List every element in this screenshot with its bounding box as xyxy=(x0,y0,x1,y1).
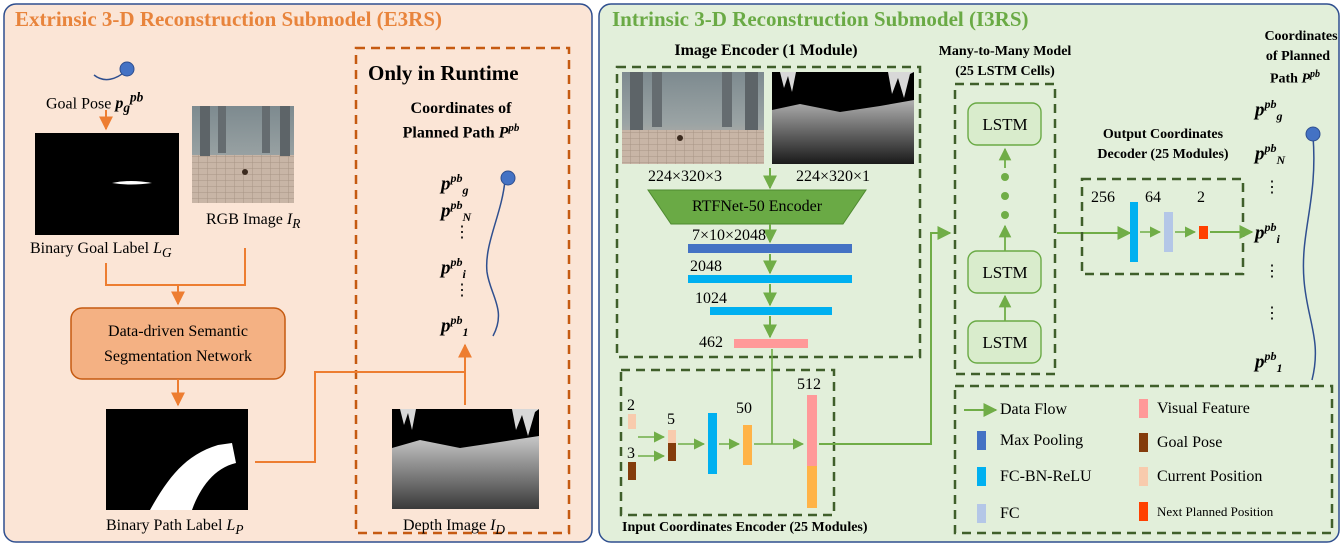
lstm-cell-top xyxy=(967,102,1042,146)
feature-bar-462 xyxy=(734,339,808,348)
rtfnet-encoder-shape xyxy=(647,189,867,225)
e3rs-planned-path-curve xyxy=(485,179,506,337)
rgb-image xyxy=(192,106,294,203)
depth-image xyxy=(392,409,539,509)
input-current-position-bar xyxy=(628,414,636,429)
i3rs-planned-path-curve xyxy=(1302,135,1317,381)
legend-swatch xyxy=(1139,502,1148,521)
input-concat-bar-bottom xyxy=(668,443,676,461)
input-fc-bn-relu-bar xyxy=(708,413,717,474)
flow-path-to-runtime xyxy=(255,371,465,463)
runtime-dashed-box xyxy=(354,46,571,535)
legend-box xyxy=(953,384,1334,535)
lstm-cell-bottom xyxy=(967,320,1042,364)
lstm-dot xyxy=(1001,211,1009,219)
flow-concat-to-lstm xyxy=(819,226,952,445)
input-50-bar xyxy=(743,425,752,465)
decoder-output-bar xyxy=(1199,226,1208,239)
input-concat-bar-top xyxy=(668,430,676,443)
legend-swatch xyxy=(1139,399,1148,418)
concat-512-coords xyxy=(807,466,817,508)
feature-bar-maxpool xyxy=(688,244,852,253)
path-blob xyxy=(150,443,236,510)
legend-swatch xyxy=(977,467,986,486)
i3rs-path-end-dot xyxy=(1305,126,1321,142)
flow-binary-rgb-merge xyxy=(105,248,246,286)
segmentation-network-box xyxy=(70,307,286,380)
input-encoder-box xyxy=(619,368,836,517)
legend-swatch xyxy=(977,504,986,523)
decoder-fc-bar xyxy=(1164,212,1173,252)
input-goal-pose-bar xyxy=(628,462,636,480)
goal-blob xyxy=(112,181,152,185)
feature-bar-1024 xyxy=(710,307,832,315)
legend-swatch xyxy=(977,431,986,450)
feature-bar-2048 xyxy=(688,275,852,283)
legend-swatch xyxy=(1139,433,1148,452)
lstm-dot xyxy=(1001,192,1009,200)
lstm-cell-middle xyxy=(967,250,1042,294)
binary-goal-label-image xyxy=(35,133,179,235)
many-to-many-box xyxy=(953,82,1057,376)
e3rs-path-end-dot xyxy=(500,170,516,186)
lstm-dot xyxy=(1001,173,1009,181)
decoder-fc-bn-relu-bar xyxy=(1130,202,1138,262)
output-decoder-box xyxy=(1080,177,1245,276)
image-encoder-box xyxy=(615,65,922,359)
goal-pose-dot xyxy=(119,61,135,77)
encoder-rgb-image xyxy=(622,72,764,164)
encoder-depth-image xyxy=(772,72,914,164)
legend-swatch xyxy=(1139,467,1148,486)
concat-512-visual xyxy=(807,395,817,466)
